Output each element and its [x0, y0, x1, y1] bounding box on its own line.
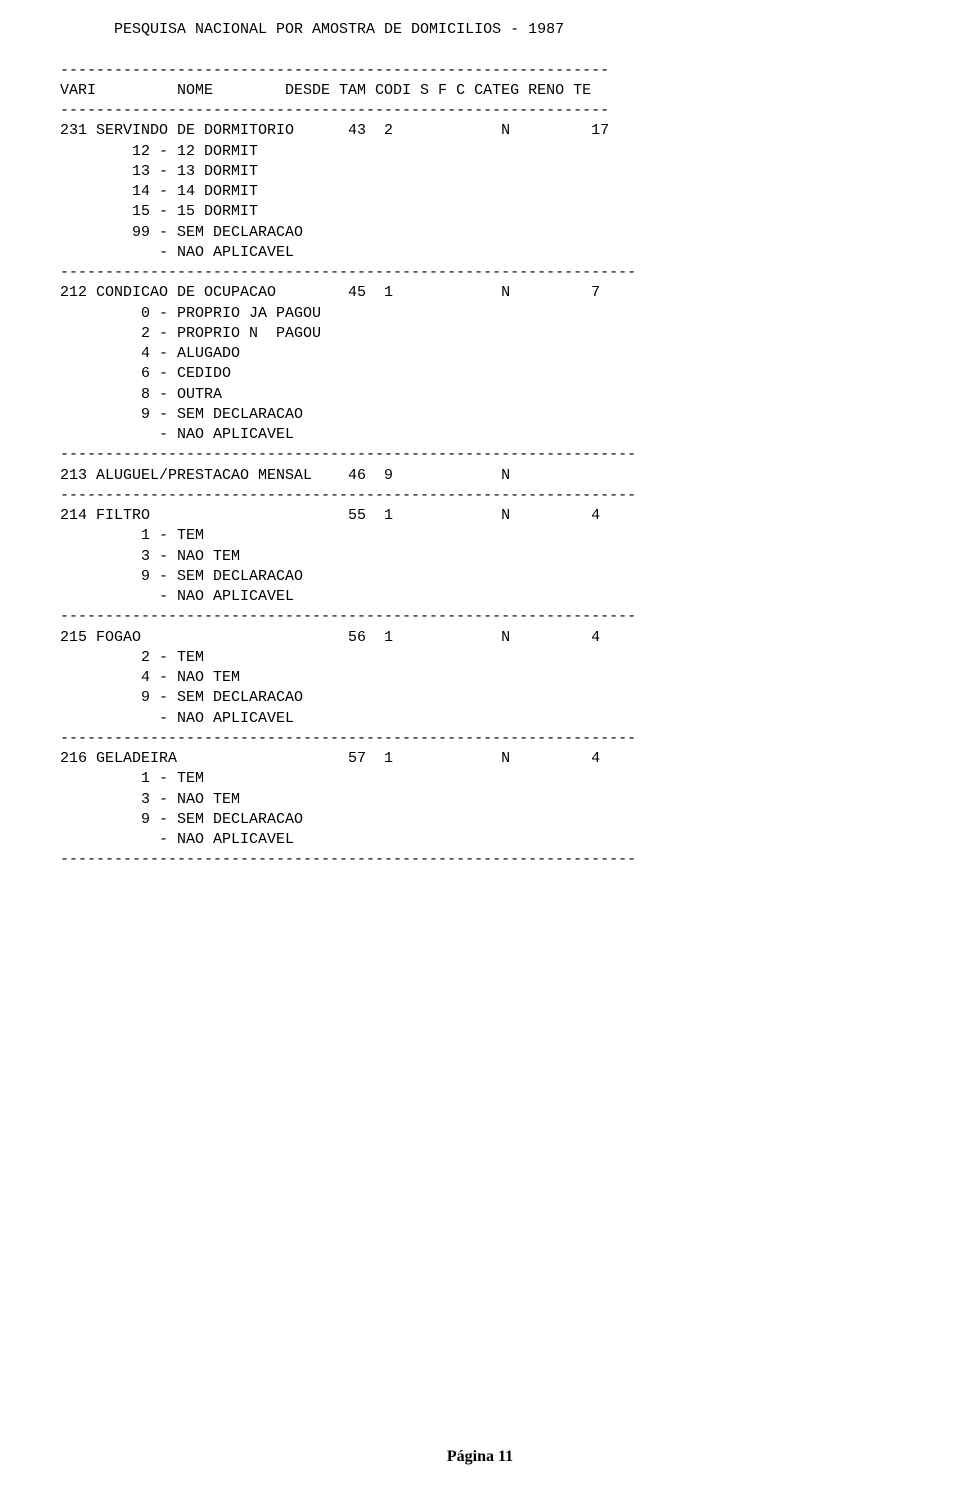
document-body: PESQUISA NACIONAL POR AMOSTRA DE DOMICIL… — [60, 20, 900, 871]
page-footer: Página 11 — [0, 1446, 960, 1468]
